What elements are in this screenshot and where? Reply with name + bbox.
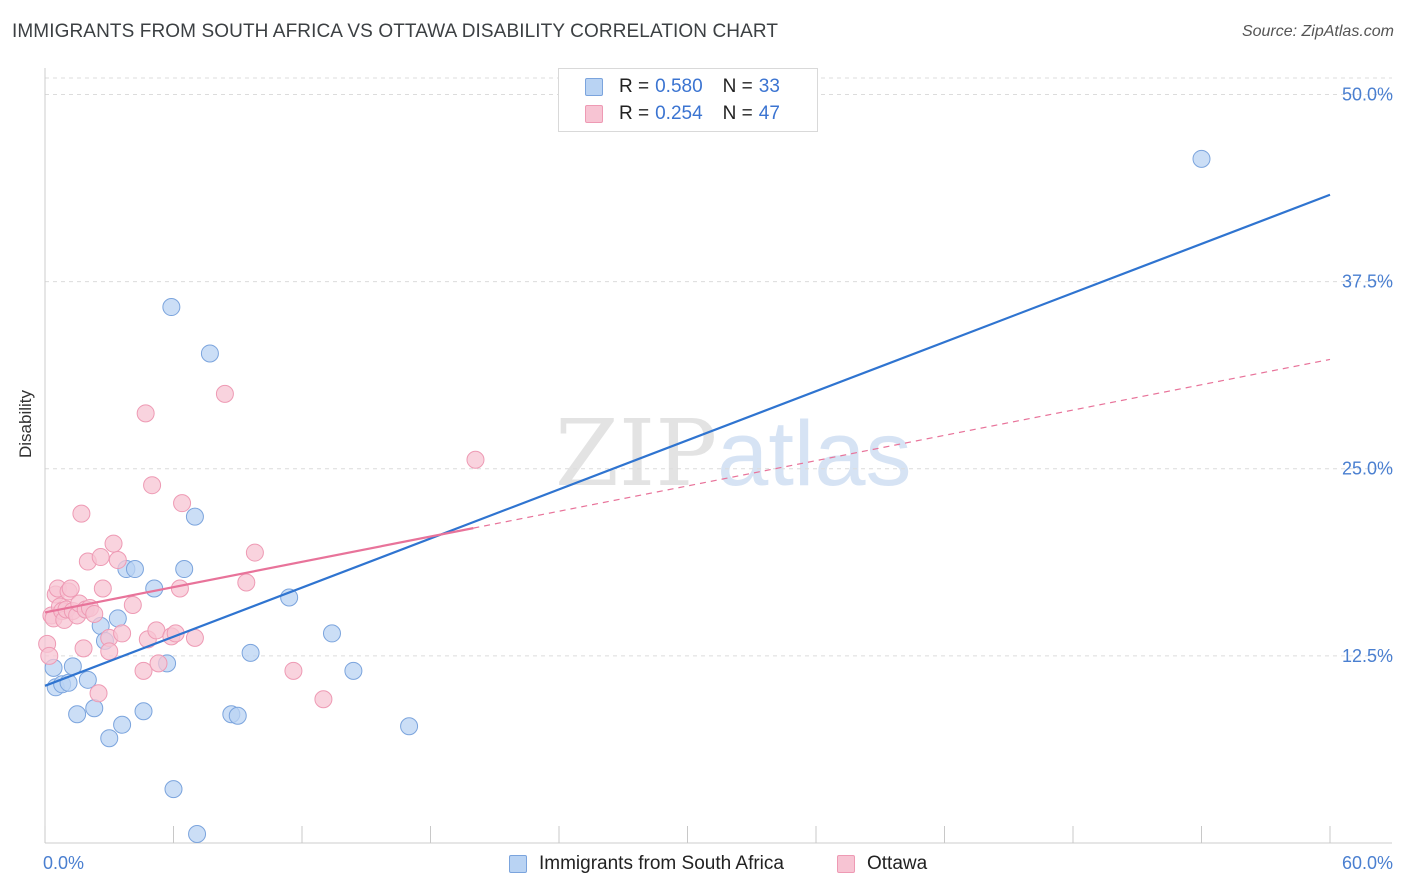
point-ottawa [93,579,112,598]
chart-title: IMMIGRANTS FROM SOUTH AFRICA VS OTTAWA D… [12,21,779,42]
point-ottawa [113,624,132,643]
bottom-legend-south-africa: Immigrants from South Africa [509,852,784,876]
legend-r-label: R = [619,103,650,124]
legend-r-value: 0.580 [655,76,703,97]
point-ottawa [91,548,110,567]
point-ottawa [314,690,333,709]
point-south-africa [125,560,144,579]
y-tick-label: 37.5% [1342,272,1393,292]
bottom-legend-swatch-blue [509,855,527,873]
point-south-africa [344,661,363,680]
point-ottawa [136,404,155,423]
bottom-legend-swatch-pink [837,855,855,873]
point-south-africa [78,670,97,689]
trendline-ottawa-dashed [473,358,1331,529]
point-ottawa [143,476,162,495]
point-south-africa [322,624,341,643]
point-ottawa [215,384,234,403]
point-south-africa [1192,149,1211,168]
point-ottawa [147,621,166,640]
point-south-africa [68,705,87,724]
point-south-africa [175,560,194,579]
point-ottawa [89,684,108,703]
point-ottawa [40,646,59,665]
point-south-africa [113,715,132,734]
watermark: ZIPatlas [555,400,912,507]
point-south-africa [164,780,183,799]
point-south-africa [228,706,247,725]
point-ottawa [173,494,192,513]
point-ottawa [123,595,142,614]
legend-r-label: R = [619,76,650,97]
point-ottawa [466,450,485,469]
point-ottawa [284,661,303,680]
point-south-africa [185,507,204,526]
y-tick-label: 25.0% [1342,459,1393,479]
trendline-south-africa [44,193,1331,687]
y-tick-label: 50.0% [1342,84,1393,104]
legend-row-ottawa: R = 0.254 N = 47 [585,101,780,127]
point-south-africa [108,609,127,628]
point-south-africa [162,298,181,317]
y-tick-label: 12.5% [1342,646,1393,666]
point-ottawa [74,639,93,658]
legend-n-value: 33 [758,76,780,97]
point-ottawa [170,579,189,598]
legend-swatch-pink [585,105,603,123]
point-south-africa [188,825,207,844]
point-ottawa [245,543,264,562]
point-south-africa [100,729,119,748]
point-ottawa [108,551,127,570]
legend-swatch-blue [585,78,603,96]
point-south-africa [241,643,260,662]
legend-r-value: 0.254 [655,103,703,124]
point-ottawa [61,579,80,598]
point-ottawa [100,642,119,661]
point-south-africa [85,699,104,718]
point-south-africa [145,579,164,598]
x-tick-label: 0.0% [43,853,84,873]
point-ottawa [85,604,104,623]
bottom-legend-label: Immigrants from South Africa [539,853,784,874]
legend-row-south-africa: R = 0.580 N = 33 [585,74,780,100]
bottom-legend-label: Ottawa [867,853,928,874]
point-ottawa [149,654,168,673]
trendline-ottawa-solid [44,527,474,614]
point-ottawa [104,534,123,553]
point-ottawa [72,504,91,523]
watermark-zip: ZIP [555,400,718,507]
point-south-africa [400,717,419,736]
x-tick-label: 60.0% [1342,853,1393,873]
correlation-legend: R = 0.580 N = 33 R = 0.254 N = 47 [558,68,818,132]
point-ottawa [237,573,256,592]
point-south-africa [134,702,153,721]
bottom-legend-ottawa: Ottawa [837,852,927,876]
legend-n-value: 47 [758,103,780,124]
legend-n-label: N = [722,76,753,97]
legend-n-label: N = [722,103,753,124]
source-credit: Source: ZipAtlas.com [1241,23,1394,40]
point-south-africa [200,344,219,363]
point-ottawa [134,661,153,680]
watermark-atlas: atlas [717,403,912,505]
